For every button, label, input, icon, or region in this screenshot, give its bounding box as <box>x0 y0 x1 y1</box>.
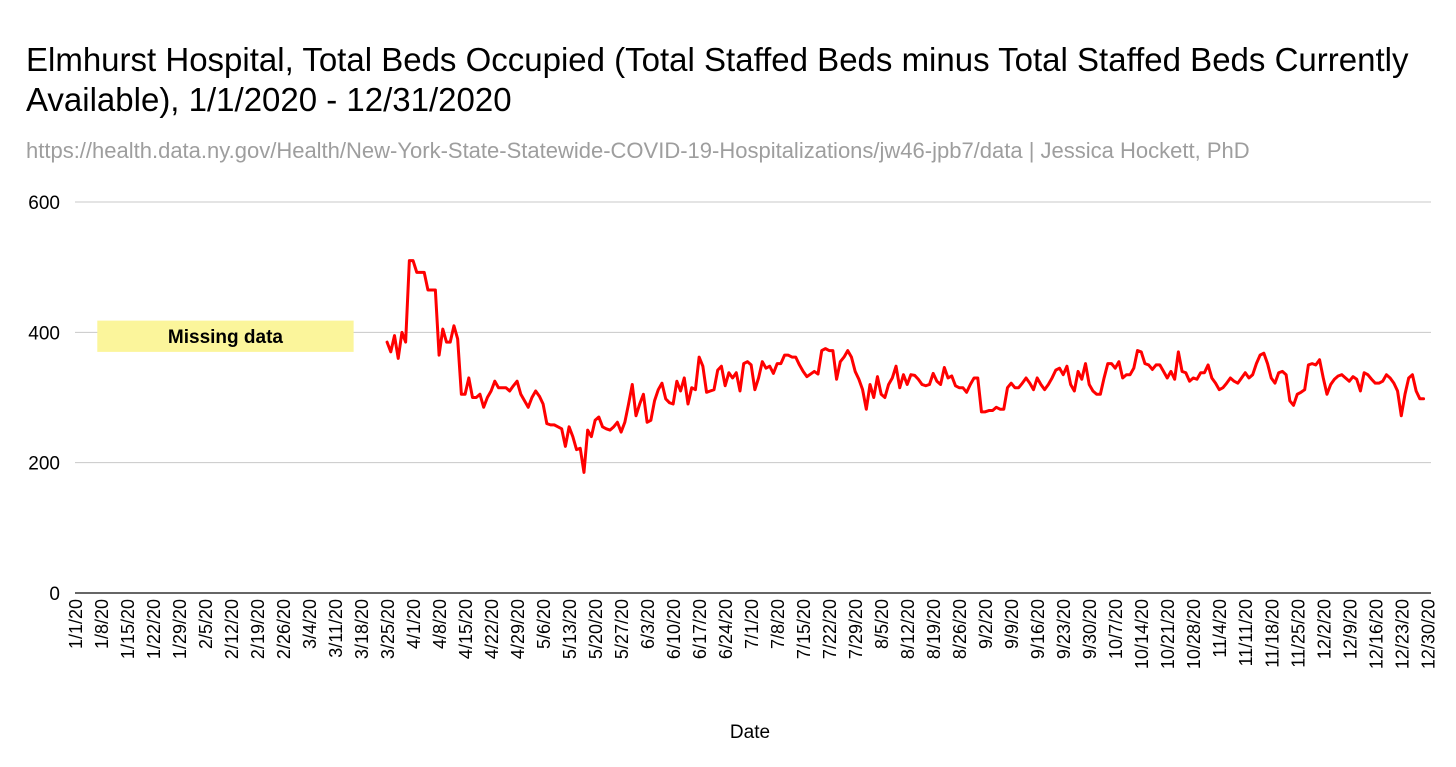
x-tick-label: 1/8/20 <box>92 599 112 649</box>
series-layer <box>385 259 1426 474</box>
x-tick-label: 6/24/20 <box>716 599 736 659</box>
x-tick-label: 11/18/20 <box>1262 599 1282 668</box>
x-tick-label: 9/16/20 <box>1028 599 1048 659</box>
missing-data-annotation: Missing data <box>97 320 354 352</box>
x-tick-label: 5/20/20 <box>586 599 606 659</box>
y-tick-label: 0 <box>49 584 60 605</box>
x-tick-label: 4/29/20 <box>508 599 528 659</box>
x-tick-label: 2/5/20 <box>196 599 216 649</box>
chart-subtitle: https://health.data.ny.gov/Health/New-Yo… <box>26 138 1250 163</box>
x-tick-label: 7/29/20 <box>846 599 866 659</box>
x-tick-label: 3/4/20 <box>300 599 320 649</box>
x-tick-label: 4/8/20 <box>430 599 450 649</box>
x-tick-label: 7/15/20 <box>794 599 814 659</box>
gridlines <box>75 201 1431 594</box>
x-tick-label: 1/15/20 <box>118 599 138 659</box>
x-tick-label: 10/28/20 <box>1184 599 1204 669</box>
x-tick-label: 6/10/20 <box>664 599 684 659</box>
x-tick-label: 2/12/20 <box>222 599 242 659</box>
x-tick-label: 3/18/20 <box>352 599 372 659</box>
x-tick-label: 11/4/20 <box>1210 599 1230 658</box>
x-tick-label: 12/30/20 <box>1418 599 1438 669</box>
x-tick-label: 4/22/20 <box>482 599 502 659</box>
y-tick-label: 200 <box>28 454 60 475</box>
x-tick-label: 10/14/20 <box>1132 599 1152 669</box>
x-tick-label: 9/23/20 <box>1054 599 1074 659</box>
x-tick-label: 2/19/20 <box>248 599 268 659</box>
x-tick-label: 8/5/20 <box>872 599 892 649</box>
x-tick-label: 7/8/20 <box>768 599 788 649</box>
missing-data-label: Missing data <box>168 327 284 348</box>
x-tick-label: 12/9/20 <box>1340 599 1360 659</box>
x-tick-label: 8/19/20 <box>924 599 944 659</box>
x-tick-label: 9/9/20 <box>1002 599 1022 649</box>
x-tick-label: 8/26/20 <box>950 599 970 659</box>
x-tick-label: 11/25/20 <box>1288 599 1308 668</box>
x-tick-label: 6/17/20 <box>690 599 710 659</box>
x-tick-label: 8/12/20 <box>898 599 918 659</box>
chart-title: Elmhurst Hospital, Total Beds Occupied (… <box>26 41 1409 118</box>
x-tick-label: 2/26/20 <box>274 599 294 659</box>
x-tick-label: 12/16/20 <box>1366 599 1386 669</box>
x-tick-label: 10/21/20 <box>1158 599 1178 669</box>
x-tick-label: 5/6/20 <box>534 599 554 649</box>
missing-data-box <box>97 320 354 352</box>
x-tick-label: 1/22/20 <box>144 599 164 659</box>
x-tick-label: 7/22/20 <box>820 599 840 659</box>
y-tick-label: 400 <box>28 323 60 344</box>
x-tick-label: 7/1/20 <box>742 599 762 649</box>
y-axis-ticks: 0 200 400 600 <box>28 193 60 605</box>
x-tick-label: 3/11/20 <box>326 599 346 658</box>
x-tick-label: 1/1/20 <box>66 599 86 649</box>
series-line <box>385 259 1426 474</box>
x-tick-label: 1/29/20 <box>170 599 190 659</box>
x-axis-ticks: 1/1/20 1/8/20 1/15/20 1/22/20 1/29/20 2/5/20 2… <box>66 599 1438 669</box>
x-tick-label: 11/11/20 <box>1236 599 1256 666</box>
x-tick-label: 9/2/20 <box>976 599 996 649</box>
x-tick-label: 6/3/20 <box>638 599 658 649</box>
x-tick-label: 9/30/20 <box>1080 599 1100 659</box>
x-tick-label: 3/25/20 <box>378 599 398 659</box>
x-tick-label: 12/2/20 <box>1314 599 1334 659</box>
x-tick-label: 12/23/20 <box>1392 599 1412 669</box>
x-tick-label: 5/27/20 <box>612 599 632 659</box>
x-tick-label: 4/1/20 <box>404 599 424 649</box>
x-tick-label: 4/15/20 <box>456 599 476 659</box>
x-axis-title: Date <box>730 722 770 743</box>
y-tick-label: 600 <box>28 193 60 214</box>
x-tick-label: 5/13/20 <box>560 599 580 659</box>
x-tick-label: 10/7/20 <box>1106 599 1126 659</box>
